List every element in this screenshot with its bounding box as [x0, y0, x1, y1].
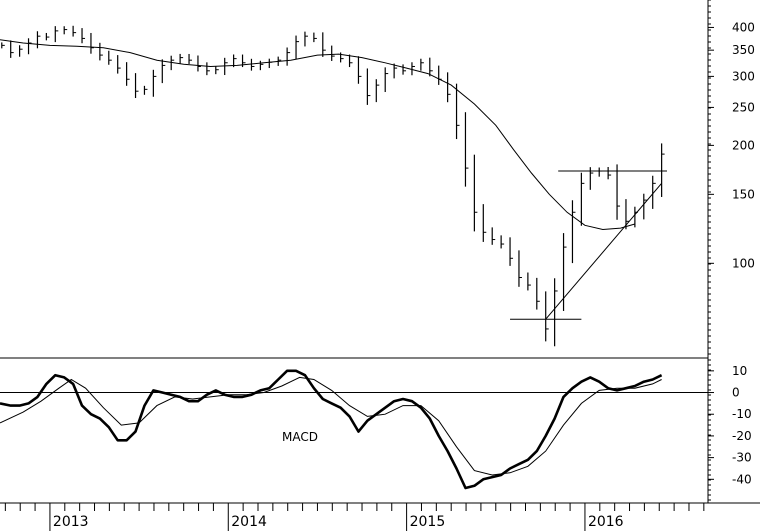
macd-tick-label: -10	[732, 407, 752, 421]
macd-tick-label: -20	[732, 429, 752, 443]
price-tick-label: 200	[732, 138, 755, 152]
year-label: 2014	[231, 514, 267, 530]
macd-axis: 10 0 -10 -20 -30 -40	[708, 359, 752, 501]
year-label: 2013	[53, 514, 89, 530]
macd-tick-label: -30	[732, 451, 752, 465]
macd-signal-line	[0, 376, 662, 476]
macd-tick-label: 10	[732, 364, 747, 378]
price-tick-label: 250	[732, 100, 755, 114]
macd-label: MACD	[282, 430, 318, 444]
price-tick-label: 400	[732, 20, 755, 34]
price-tick-label: 350	[732, 43, 755, 57]
price-annotations	[510, 170, 667, 320]
chart-frame	[0, 0, 760, 504]
price-axis: 100 150 200 250 300 350 400	[708, 0, 755, 355]
moving-average-series	[0, 39, 636, 231]
macd-tick-label: 0	[732, 386, 740, 400]
price-tick-label: 150	[732, 187, 755, 201]
year-label: 2016	[588, 514, 624, 530]
year-label: 2015	[410, 514, 446, 530]
macd-series	[0, 369, 708, 490]
price-bar-series	[1, 25, 665, 347]
price-tick-label: 300	[732, 69, 755, 83]
moving-average-line	[0, 39, 636, 231]
macd-tick-label: -40	[732, 472, 752, 486]
time-axis: 2013 2014 2015 2016	[4, 503, 705, 531]
trendline	[545, 183, 663, 320]
price-tick-label: 100	[732, 256, 755, 270]
macd-line	[0, 369, 663, 490]
